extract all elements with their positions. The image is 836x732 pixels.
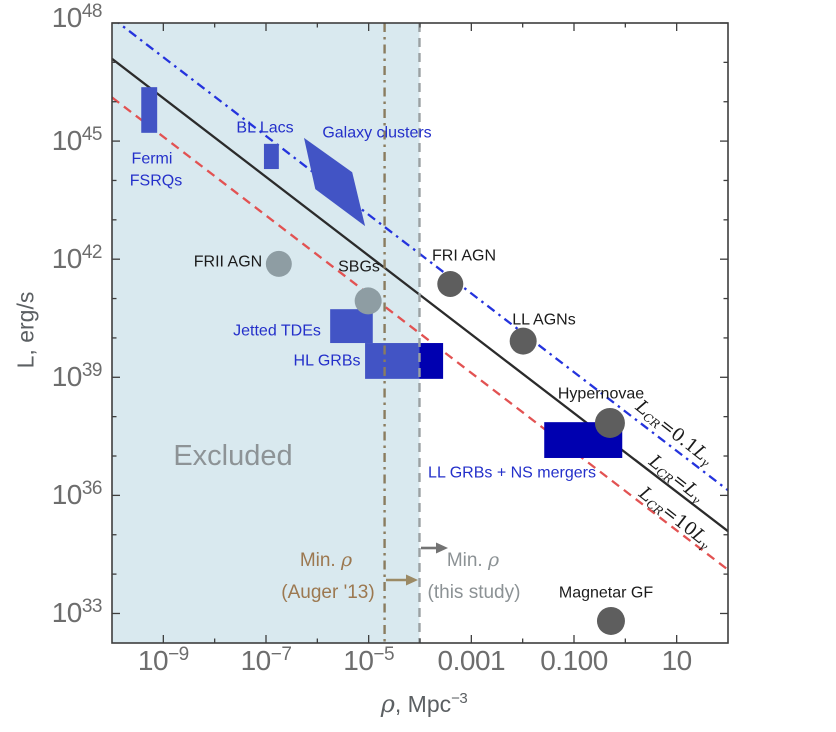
label-auger-13: (Auger '13) <box>281 583 374 603</box>
x-tick-label-0.001: 0.001 <box>438 647 506 675</box>
x-tick-exponent: −7 <box>270 644 292 665</box>
y-tick-exponent: 45 <box>81 124 103 146</box>
label-hypernovae-text: Hypernovae <box>557 385 645 403</box>
label-galaxy-clusters: Galaxy clusters <box>322 124 432 143</box>
auger-arrow <box>386 574 418 586</box>
x-tick-label-10e−5: 10−5 <box>343 644 395 676</box>
x-axis-title-rho: ρ <box>380 690 395 718</box>
source-jetted-tdes <box>330 309 373 344</box>
label-frii-agn: FRII AGN <box>193 253 263 272</box>
y-tick-label-1e42: 1042 <box>51 242 103 275</box>
label-fermi-line1: Fermi <box>131 150 173 169</box>
y-tick-label-1e48: 1048 <box>51 1 103 33</box>
label-fri-agn-text: FRI AGN <box>431 247 497 265</box>
y-tick-base: 10 <box>51 361 83 393</box>
label-jetted-tdes: Jetted TDEs <box>233 322 321 341</box>
source-fri-agn <box>437 270 464 297</box>
label-this-study-text: (this study) <box>427 582 521 604</box>
label-hl-grbs: HL GRBs <box>293 352 361 371</box>
y-tick-base: 10 <box>51 243 83 275</box>
x-tick-label-10: 10 <box>661 645 693 676</box>
y-tick-base: 10 <box>51 125 83 157</box>
x-axis-title-unit: , Mpc <box>394 691 452 717</box>
source-galaxy-clusters <box>304 137 366 227</box>
label-ll-agns: LL AGNs <box>512 311 576 330</box>
label-jetted-tdes-text: Jetted TDEs <box>233 322 321 340</box>
label-excluded-text: Excluded <box>173 439 293 472</box>
source-hl-grbs-left <box>365 343 420 379</box>
label-bl-lacs: BL Lacs <box>236 119 294 138</box>
y-axis-title-text: L, erg/s <box>12 291 39 369</box>
x-tick-base: 0.100 <box>540 645 608 676</box>
label-bl-lacs-text: BL Lacs <box>236 119 294 137</box>
source-bl-lacs <box>263 143 279 170</box>
label-min-rho-this-study-rho: ρ <box>488 549 500 572</box>
label-magnetar-gf: Magnetar GF <box>558 584 654 603</box>
label-fermi-line2-text: FSRQs <box>129 172 183 190</box>
x-axis-title-exp: −3 <box>451 690 468 707</box>
label-frii-agn-text: FRII AGN <box>193 253 263 271</box>
label-min-rho-this-study-pre: Min. <box>446 550 489 572</box>
x-tick-label-10e−7: 10−7 <box>240 644 292 676</box>
x-tick-base: 10 <box>661 645 693 676</box>
source-frii-agn <box>265 250 292 277</box>
y-tick-exponent: 33 <box>81 596 103 618</box>
label-fermi-line1-text: Fermi <box>131 150 173 168</box>
x-tick-base: 0.001 <box>437 645 506 676</box>
label-sbgs-text: SBGs <box>338 258 380 276</box>
label-sbgs: SBGs <box>338 258 380 277</box>
label-fermi-line2: FSRQs <box>129 172 183 191</box>
guide-line-lcr-equals-10-lgamma <box>112 96 728 571</box>
label-auger-13-text: (Auger '13) <box>281 582 375 604</box>
label-hypernovae: Hypernovae <box>557 385 645 404</box>
label-magnetar-gf-text: Magnetar GF <box>558 584 654 602</box>
label-ll-grbs-ns-mergers-text: LL GRBs + NS mergers <box>428 464 596 482</box>
source-sbgs <box>354 287 382 315</box>
y-tick-base: 10 <box>51 2 83 33</box>
x-tick-label-10e−9: 10−9 <box>137 644 189 676</box>
this-study-arrow <box>421 542 448 554</box>
x-axis-title: ρ, Mpc−3 <box>380 690 468 718</box>
x-tick-exponent: −9 <box>168 644 189 665</box>
y-axis-title: L, erg/s <box>12 291 39 369</box>
x-tick-base: 10 <box>343 645 374 676</box>
y-tick-base: 10 <box>51 597 83 629</box>
source-hl-grbs-right <box>419 343 444 379</box>
source-ll-agns <box>509 327 537 355</box>
label-galaxy-clusters-text: Galaxy clusters <box>322 124 432 142</box>
label-excluded: Excluded <box>173 441 292 471</box>
sources-layer <box>141 87 625 635</box>
y-tick-exponent: 42 <box>81 242 103 264</box>
label-fri-agn: FRI AGN <box>431 247 497 266</box>
source-hypernovae <box>594 407 625 438</box>
label-min-rho-auger-pre: Min. <box>299 550 342 572</box>
label-min-rho-this-study: Min. ρ <box>446 549 500 572</box>
y-tick-exponent: 39 <box>81 360 103 382</box>
source-magnetar-gf <box>596 606 625 635</box>
y-tick-exponent: 48 <box>81 1 103 22</box>
y-tick-label-1e45: 1045 <box>51 124 103 157</box>
label-hl-grbs-text: HL GRBs <box>293 352 361 370</box>
x-tick-label-0.100: 0.100 <box>540 647 608 675</box>
y-tick-label-1e33: 1033 <box>51 596 103 629</box>
label-min-rho-auger: Min. ρ <box>299 549 353 572</box>
x-tick-base: 10 <box>240 645 272 676</box>
label-lcr-01-lgamma: LCR=0.1Lγ <box>632 396 717 470</box>
y-tick-exponent: 36 <box>81 478 103 500</box>
x-tick-base: 10 <box>137 645 169 676</box>
x-tick-exponent: −5 <box>373 644 395 665</box>
label-ll-grbs-ns-mergers: LL GRBs + NS mergers <box>428 464 596 483</box>
label-this-study: (this study) <box>428 583 521 603</box>
source-fermi-fsrqs <box>141 87 158 133</box>
label-ll-agns-text: LL AGNs <box>512 311 576 329</box>
y-tick-label-1e39: 1039 <box>51 360 103 393</box>
y-tick-base: 10 <box>51 479 83 511</box>
plot-frame <box>111 22 729 644</box>
y-tick-label-1e36: 1036 <box>51 478 103 511</box>
label-min-rho-auger-rho: ρ <box>341 549 353 572</box>
